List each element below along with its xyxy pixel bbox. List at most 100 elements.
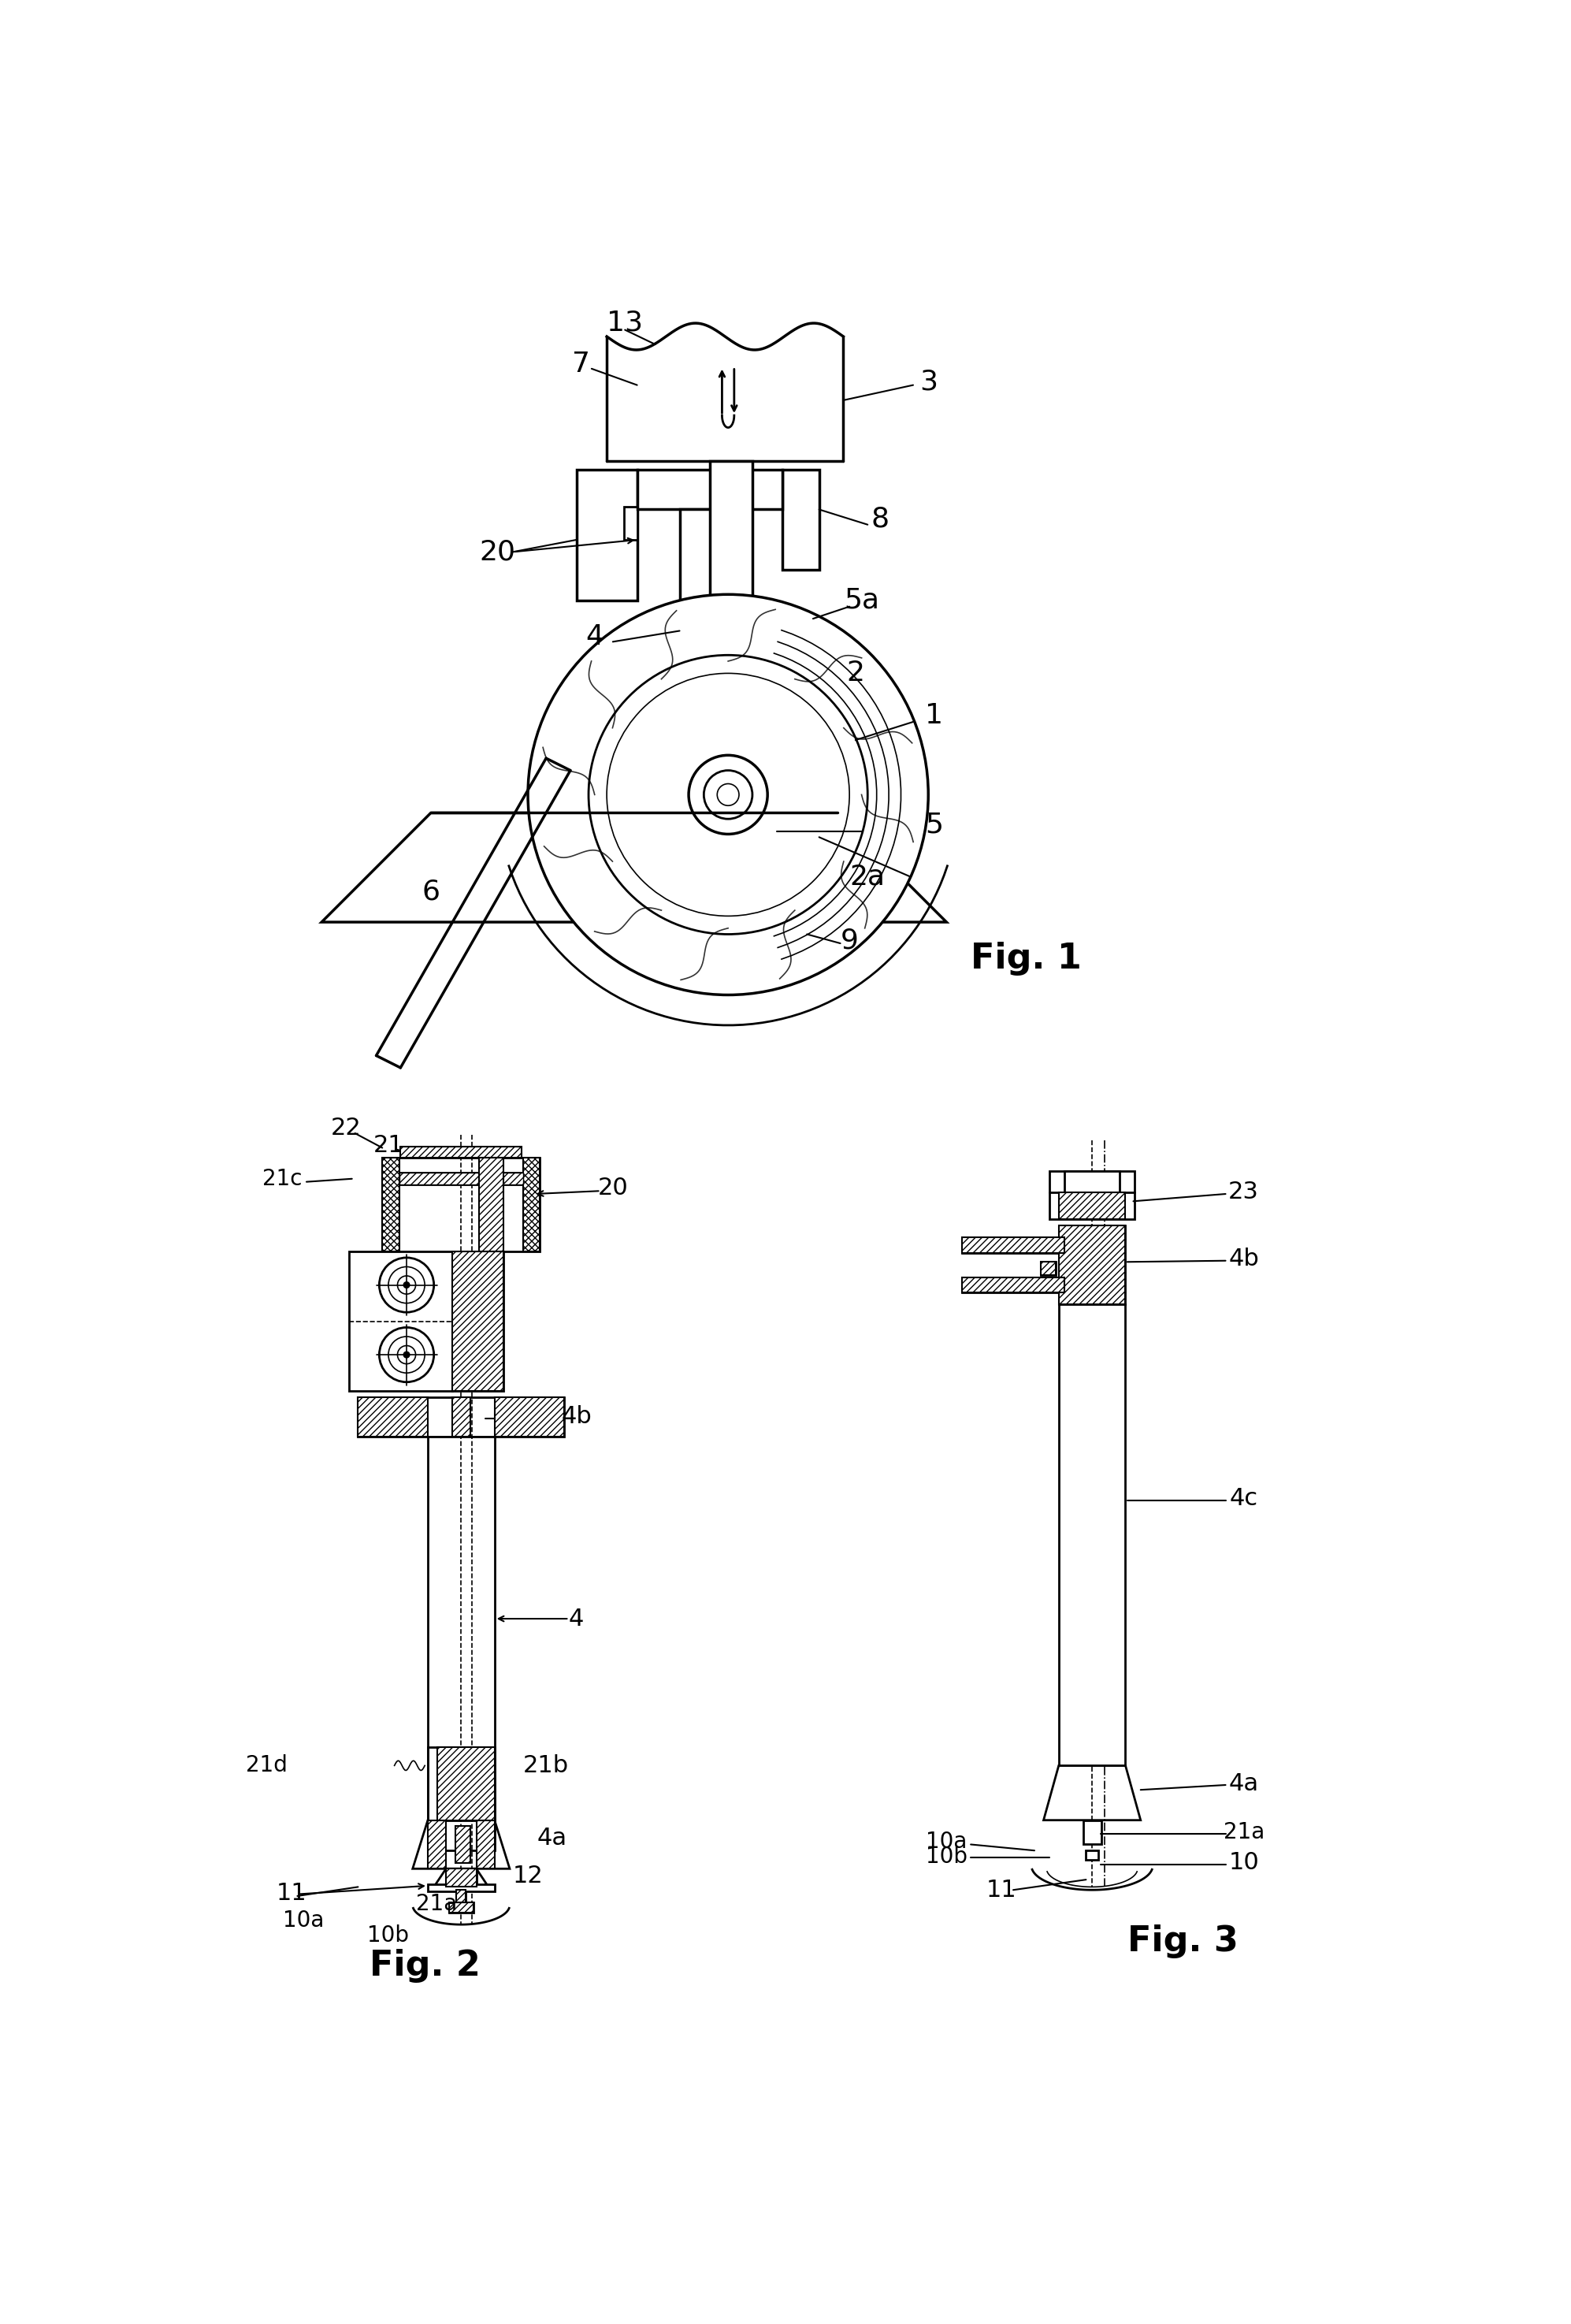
Bar <box>1086 1850 1098 1859</box>
Bar <box>638 469 782 509</box>
Bar <box>427 1748 495 1820</box>
Bar <box>399 1174 523 1185</box>
Bar <box>782 469 818 569</box>
Bar <box>382 1157 399 1253</box>
Polygon shape <box>322 813 946 923</box>
Polygon shape <box>413 1820 509 1868</box>
Circle shape <box>404 1283 410 1287</box>
Circle shape <box>606 674 850 916</box>
Circle shape <box>528 595 928 995</box>
Bar <box>1059 1192 1125 1220</box>
Text: 10b: 10b <box>368 1924 408 1948</box>
Text: 4b: 4b <box>561 1406 592 1427</box>
Circle shape <box>397 1276 416 1294</box>
Text: 2: 2 <box>847 660 864 686</box>
Bar <box>961 1278 1065 1292</box>
Bar <box>479 1157 504 1253</box>
Polygon shape <box>1043 1766 1141 1820</box>
Bar <box>427 1436 495 1850</box>
Text: 6: 6 <box>421 878 440 904</box>
Bar <box>456 1827 470 1862</box>
Text: 4: 4 <box>569 1608 584 1629</box>
Bar <box>710 460 753 795</box>
Text: 4c: 4c <box>1230 1487 1258 1511</box>
Circle shape <box>388 1336 424 1373</box>
Circle shape <box>688 755 768 834</box>
Bar <box>523 1157 540 1253</box>
Bar <box>437 1748 495 1820</box>
Bar <box>680 509 727 753</box>
Bar <box>476 1820 495 1868</box>
Text: 5a: 5a <box>844 588 880 614</box>
Bar <box>961 1239 1065 1253</box>
Text: 10b: 10b <box>925 1845 968 1868</box>
Text: 21: 21 <box>372 1134 404 1157</box>
Text: 21a: 21a <box>1224 1822 1265 1843</box>
Circle shape <box>404 1353 410 1357</box>
Bar <box>452 1397 470 1436</box>
Bar <box>446 1868 476 1887</box>
Bar <box>1049 1171 1134 1220</box>
Bar <box>427 1885 495 1892</box>
Text: 4a: 4a <box>1229 1773 1258 1794</box>
Text: 23: 23 <box>1229 1181 1258 1204</box>
Circle shape <box>704 769 753 818</box>
Text: 8: 8 <box>870 504 889 532</box>
Bar <box>577 469 638 600</box>
Bar <box>358 1397 564 1436</box>
Bar <box>624 507 638 539</box>
Bar <box>449 1901 473 1913</box>
Bar <box>495 1397 564 1436</box>
Circle shape <box>515 1408 529 1425</box>
Bar <box>456 1889 467 1901</box>
Text: 10a: 10a <box>283 1910 324 1931</box>
Text: 9: 9 <box>840 927 858 953</box>
Text: 21a: 21a <box>416 1892 457 1915</box>
Circle shape <box>397 1346 416 1364</box>
Bar <box>1059 1225 1125 1304</box>
Text: 5: 5 <box>925 811 944 839</box>
Bar <box>358 1397 427 1436</box>
Circle shape <box>718 783 738 806</box>
Text: 12: 12 <box>512 1864 544 1887</box>
Text: 20: 20 <box>479 539 515 565</box>
Bar <box>1059 1304 1125 1766</box>
Bar <box>449 1901 473 1913</box>
Bar <box>1065 1171 1120 1192</box>
Circle shape <box>440 1176 446 1183</box>
Circle shape <box>509 1404 536 1429</box>
Text: 20: 20 <box>597 1176 628 1199</box>
Text: 21b: 21b <box>523 1755 569 1778</box>
Text: 3: 3 <box>919 370 938 395</box>
Bar <box>382 1157 540 1253</box>
Circle shape <box>379 1327 434 1383</box>
Circle shape <box>386 1404 413 1429</box>
Bar <box>1040 1262 1056 1276</box>
Bar <box>961 1278 1065 1292</box>
Text: 10: 10 <box>1229 1852 1258 1873</box>
Text: 11: 11 <box>987 1878 1016 1901</box>
Bar <box>399 1174 523 1185</box>
Bar <box>961 1239 1065 1253</box>
Circle shape <box>589 655 867 934</box>
Text: 10a: 10a <box>925 1831 968 1852</box>
Circle shape <box>388 1267 424 1304</box>
Text: Fig. 1: Fig. 1 <box>971 941 1082 976</box>
Bar <box>452 1253 504 1392</box>
Text: 21c: 21c <box>262 1167 302 1190</box>
Text: Fig. 3: Fig. 3 <box>1128 1924 1238 1959</box>
Text: 4a: 4a <box>537 1827 567 1850</box>
Bar <box>446 1868 476 1887</box>
Circle shape <box>379 1257 434 1313</box>
Bar <box>1059 1225 1125 1304</box>
Text: Fig. 2: Fig. 2 <box>369 1950 481 1982</box>
Text: 22: 22 <box>330 1118 361 1139</box>
Bar <box>1040 1262 1056 1276</box>
Bar <box>452 1253 504 1392</box>
Text: 4b: 4b <box>1229 1248 1258 1271</box>
Polygon shape <box>434 1868 489 1887</box>
Text: 13: 13 <box>606 309 643 337</box>
Bar <box>1082 1820 1101 1845</box>
Text: 1: 1 <box>925 702 944 730</box>
Bar <box>427 1820 446 1868</box>
